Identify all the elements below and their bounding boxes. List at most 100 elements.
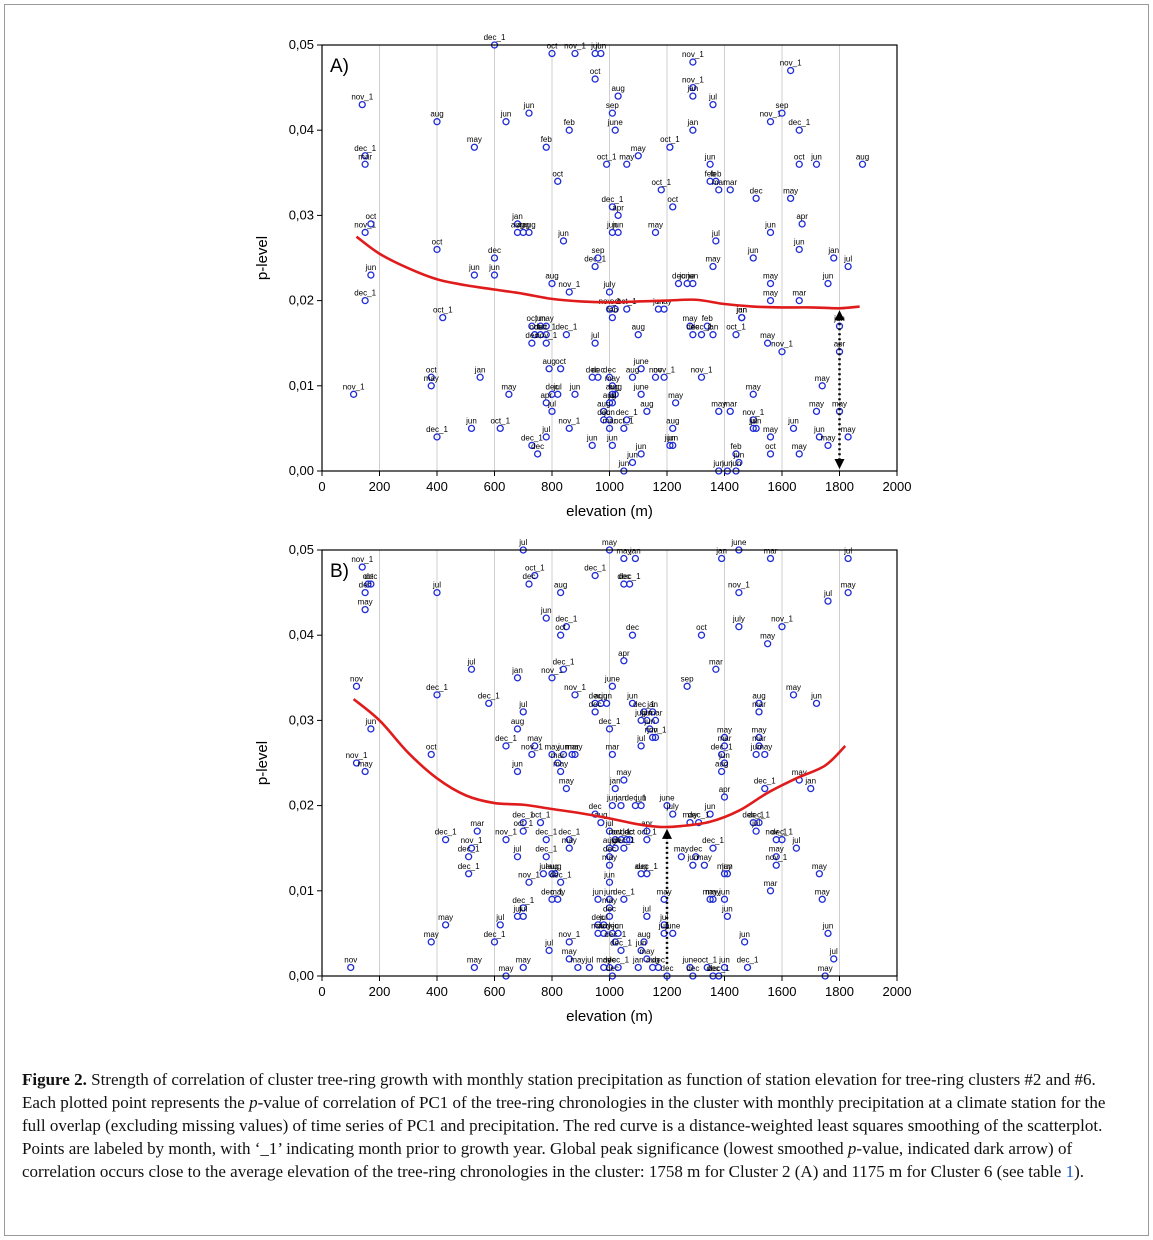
point-marker [608, 682, 617, 690]
point-label: oct [366, 212, 377, 221]
data-point: dec [603, 845, 616, 861]
point-label: jul [642, 904, 651, 913]
point-marker [605, 416, 614, 424]
point-marker [712, 177, 720, 185]
caption-label: Figure 2. [22, 1070, 87, 1089]
data-point: may [639, 947, 654, 963]
point-marker [789, 424, 798, 433]
data-point: may [527, 734, 542, 750]
data-point: feb [564, 118, 575, 134]
point-label: dec_1 [555, 323, 577, 332]
chart-panel-b: 0 200 400 600 800 1000 1200 1400 1600 1800 2000 0,0… [254, 538, 912, 1025]
point-marker [608, 228, 617, 237]
point-marker [651, 733, 660, 742]
point-label: aug [430, 110, 443, 119]
data-point: dec_1 [512, 896, 535, 912]
point-label: dec_1 [484, 930, 506, 939]
data-point: may [820, 433, 836, 450]
data-point: jun [704, 152, 716, 168]
point-marker [654, 305, 663, 313]
point-label: jun [569, 382, 581, 391]
data-point: may [841, 425, 856, 441]
point-label: june [607, 118, 624, 127]
caption-text-2: -value of correlation of PC1 of the tree… [22, 1093, 1106, 1158]
point-label: dec_1 [555, 615, 577, 624]
point-label: jun [540, 606, 552, 615]
point-marker [697, 373, 706, 381]
point-label: dec [652, 955, 665, 964]
data-point: may [539, 314, 554, 330]
data-point: may [815, 374, 830, 390]
point-label: may [717, 725, 732, 734]
point-marker [666, 143, 674, 151]
data-point: feb [541, 135, 552, 151]
point-marker [749, 416, 757, 424]
data-point: jun [603, 870, 615, 886]
point-label: jun [704, 152, 716, 161]
point-marker [439, 313, 447, 322]
point-label: jul [553, 382, 562, 391]
point-marker [548, 674, 556, 682]
point-label: nov_1 [518, 870, 540, 879]
point-marker [528, 750, 536, 759]
point-label: aug [626, 365, 639, 374]
point-label: sep [681, 674, 694, 683]
point-marker [717, 554, 726, 563]
point-label: jun [592, 887, 604, 896]
data-point: may [562, 947, 577, 963]
point-label: july [732, 615, 745, 624]
point-marker [602, 699, 611, 708]
data-point: jun [626, 450, 638, 467]
point-label: mar [764, 879, 778, 888]
point-marker [637, 716, 645, 725]
point-marker [749, 254, 757, 262]
data-point: jul [599, 913, 608, 929]
point-marker [548, 279, 556, 288]
point-marker [605, 861, 614, 869]
point-marker [556, 365, 565, 373]
point-label: nov_1 [521, 742, 543, 751]
point-marker [525, 228, 533, 237]
point-marker [625, 580, 634, 588]
point-label: jun [764, 220, 776, 229]
data-point: may [648, 220, 663, 237]
data-point: aug [637, 930, 651, 946]
point-marker [703, 963, 711, 972]
data-point: apr [641, 819, 653, 835]
point-label: nov_1 [771, 615, 793, 624]
point-label: oct [432, 237, 443, 246]
data-point: july [732, 615, 745, 631]
point-label: jul [659, 913, 668, 922]
point-label: may [682, 314, 697, 323]
point-label: jul [432, 581, 441, 590]
point-label: may [648, 220, 663, 229]
point-label: dec [589, 802, 602, 811]
point-marker [591, 49, 599, 58]
point-marker [554, 390, 562, 398]
point-label: may [567, 742, 582, 751]
data-point: jan [609, 777, 621, 793]
x-tick-label: 2000 [883, 984, 912, 999]
point-label: dec [686, 964, 699, 973]
data-point: may [769, 845, 784, 861]
point-label: jun [557, 229, 569, 238]
plot-frame [321, 44, 898, 472]
data-point: may [467, 955, 482, 972]
point-label: jun [488, 263, 500, 272]
data-point: may [424, 374, 439, 390]
point-marker [812, 160, 821, 168]
point-marker [824, 929, 832, 938]
table-link[interactable]: 1 [1065, 1162, 1075, 1181]
y-tick-label: 0,03 [289, 207, 314, 222]
point-label: dec [589, 691, 602, 700]
point-label: may [783, 186, 798, 195]
point-label: aug [554, 581, 567, 590]
point-label: may [539, 314, 554, 323]
data-point: oct [426, 742, 437, 759]
point-label: jun [730, 459, 742, 468]
point-label: jan [687, 84, 699, 93]
data-point: aug [632, 323, 645, 339]
point-label: aug [545, 272, 558, 281]
point-label: mar [358, 152, 372, 161]
point-marker [735, 623, 743, 631]
